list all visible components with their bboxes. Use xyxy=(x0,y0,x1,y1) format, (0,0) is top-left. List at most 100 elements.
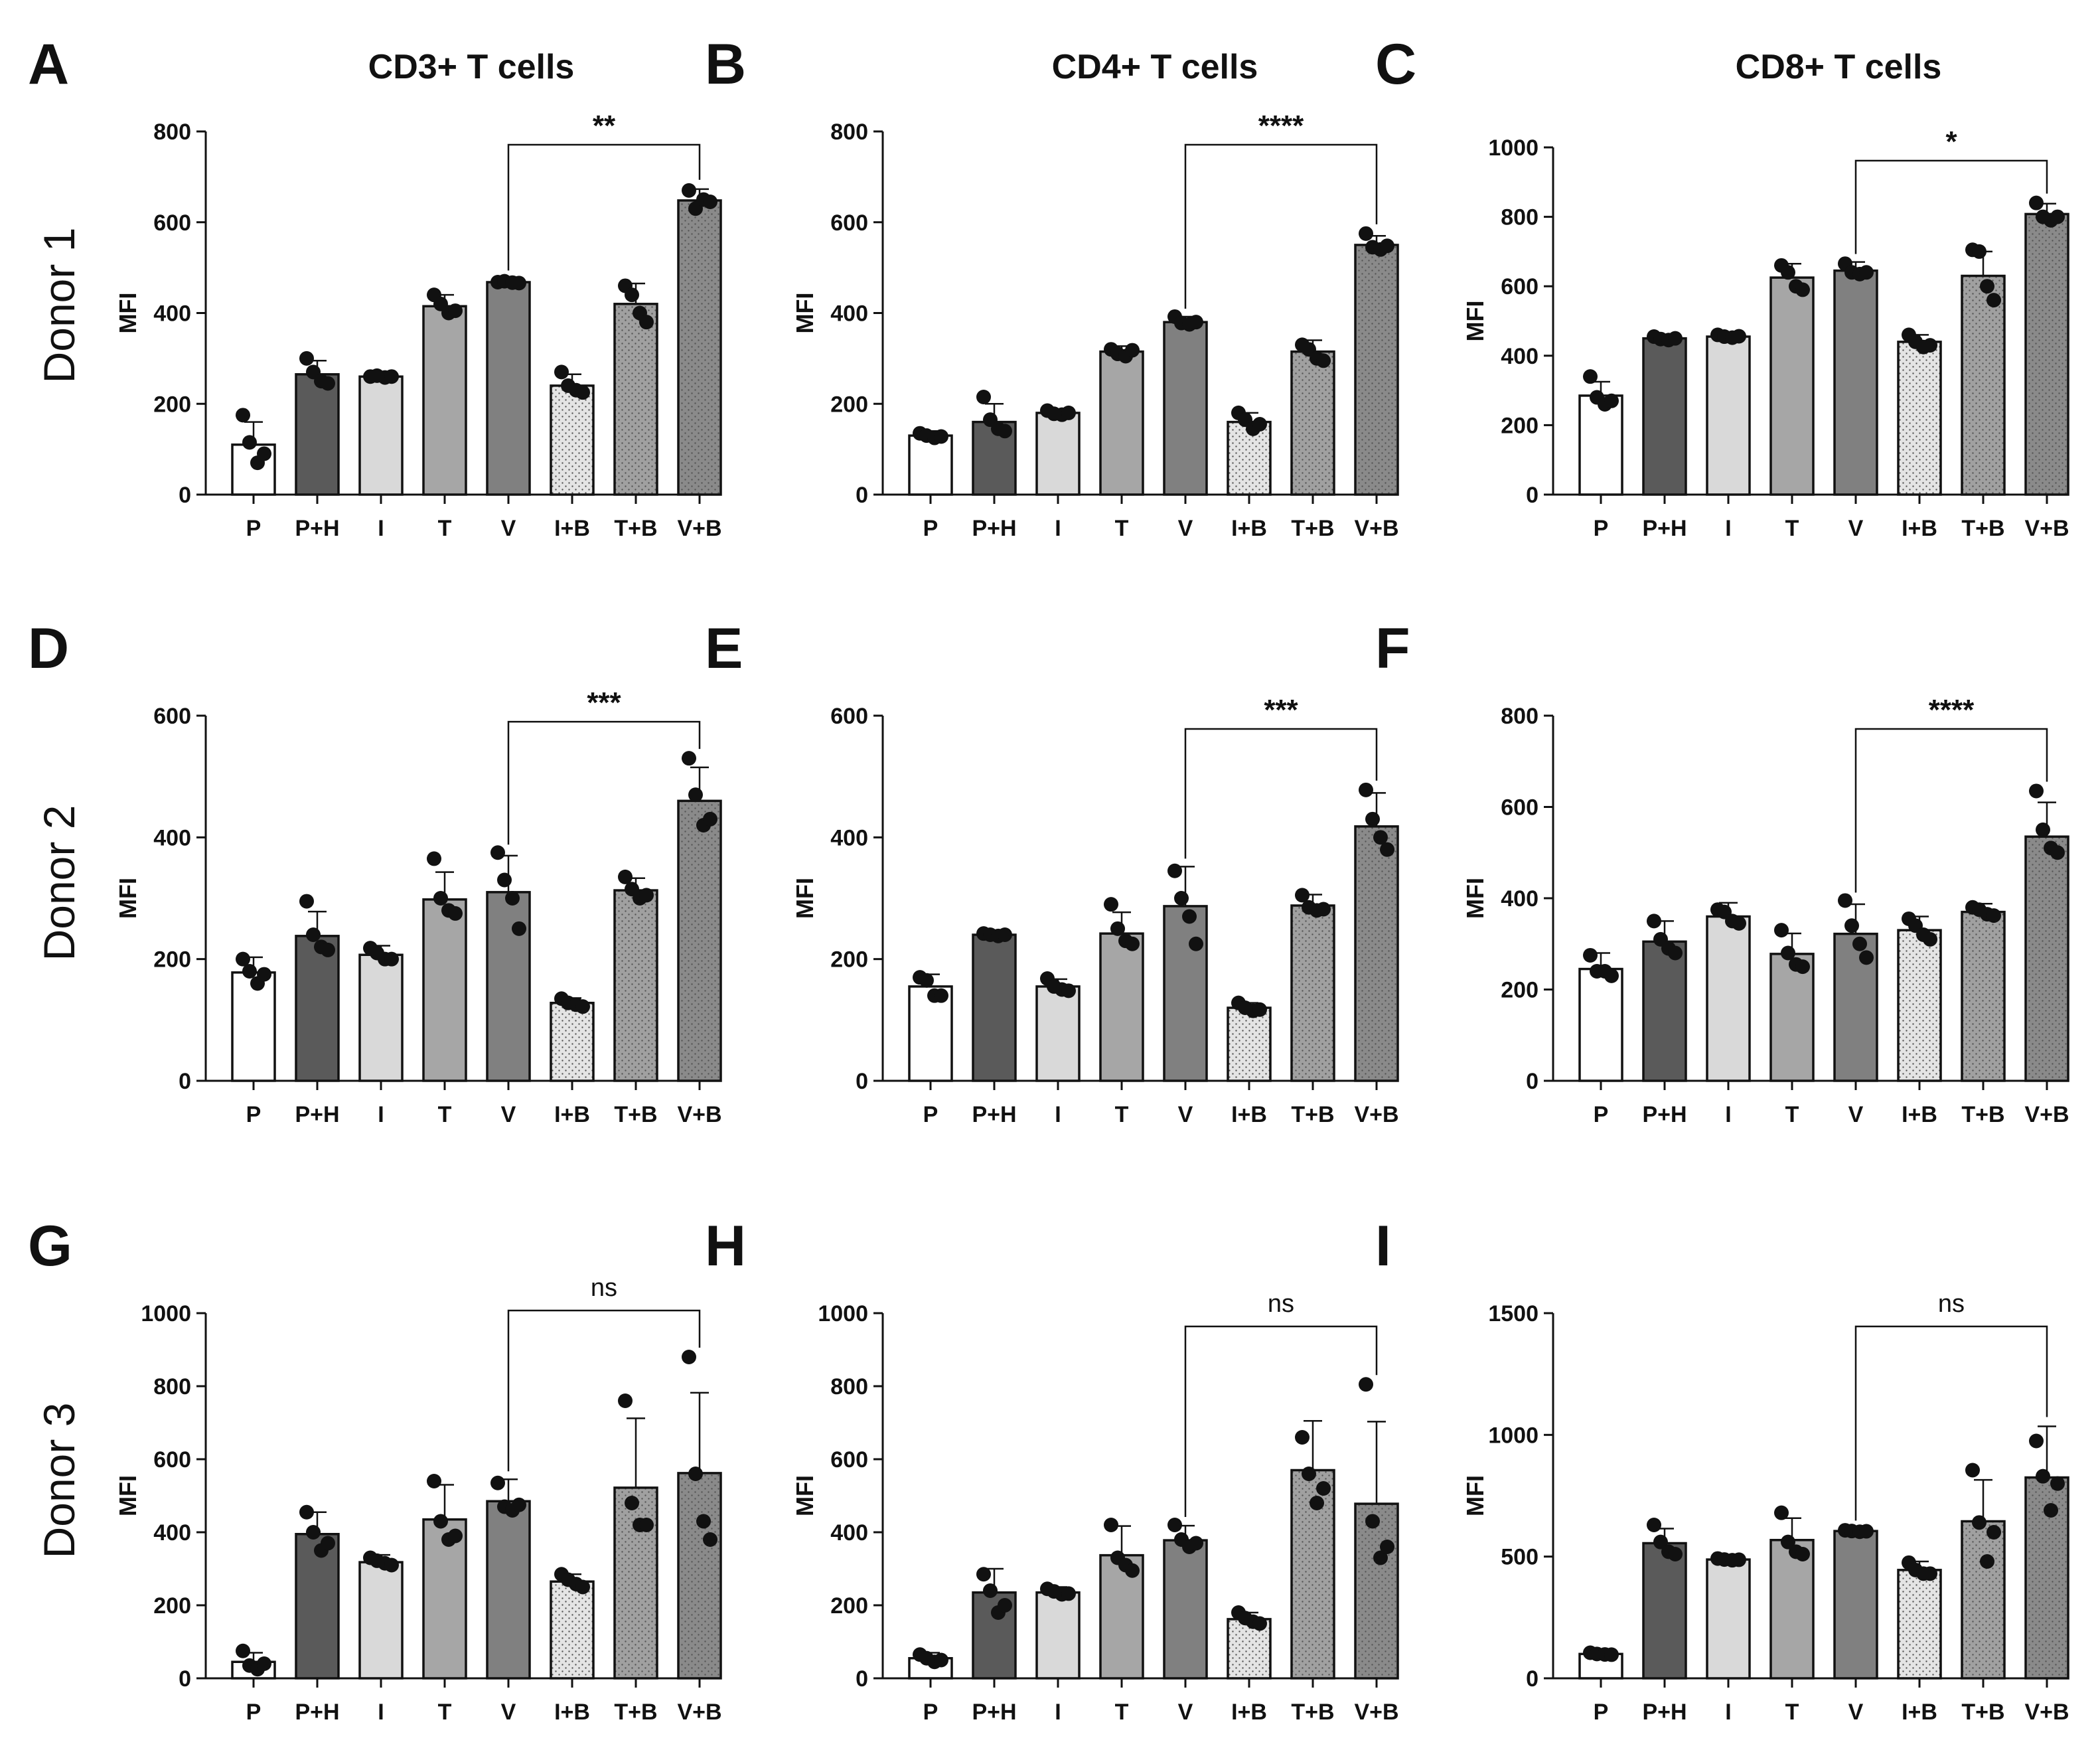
x-tick-label: I xyxy=(378,1700,384,1725)
data-point xyxy=(1732,1552,1746,1567)
data-point xyxy=(998,1598,1012,1613)
y-axis-label: MFI xyxy=(791,1475,818,1516)
y-tick-label: 200 xyxy=(153,947,191,973)
x-tick-label: V xyxy=(501,1102,516,1127)
bar-t xyxy=(1769,953,1815,1082)
y-tick-label: 1500 xyxy=(1488,1301,1538,1326)
x-tick-label: I xyxy=(1725,516,1731,541)
x-tick-label: V+B xyxy=(2024,1700,2069,1725)
panel-letter: D xyxy=(28,617,69,680)
y-tick-label: 400 xyxy=(153,825,191,850)
y-tick-label: 200 xyxy=(830,392,868,417)
data-point xyxy=(242,435,257,450)
bar-p-plus-h xyxy=(1642,940,1687,1082)
x-tick-label: I xyxy=(1725,1102,1731,1127)
data-point xyxy=(1316,902,1331,917)
data-point xyxy=(1316,353,1331,368)
data-point xyxy=(306,927,321,942)
significance-bracket xyxy=(1184,728,1378,859)
x-tick-label: P xyxy=(1594,1102,1609,1127)
x-tick-label: I xyxy=(1055,516,1061,541)
y-axis-label: MFI xyxy=(1462,301,1489,342)
x-tick-label: T xyxy=(1785,516,1799,541)
data-point xyxy=(1316,1481,1331,1496)
panel-a: A MFI 0 200 400 600 800 P P+H I T V I+B T+B V+B ** xyxy=(28,33,722,541)
x-tick-label: I xyxy=(1055,1102,1061,1127)
x-tick-label: I+B xyxy=(554,1102,590,1127)
data-point xyxy=(1923,338,1937,353)
bar-i xyxy=(1035,1591,1081,1680)
y-tick-label: 0 xyxy=(856,1666,868,1692)
bar-t-plus-b xyxy=(1961,910,2006,1082)
x-tick-label: V+B xyxy=(1354,1102,1398,1127)
data-point xyxy=(1125,343,1140,358)
bar-v-plus-b xyxy=(677,199,722,496)
x-tick-label: P+H xyxy=(1642,516,1687,541)
bar-i-plus-b xyxy=(550,384,595,496)
x-tick-label: V xyxy=(1848,1700,1864,1725)
data-point xyxy=(1668,1547,1683,1561)
x-tick-label: V+B xyxy=(1354,516,1398,541)
data-point xyxy=(384,369,399,384)
bar-i xyxy=(1035,412,1081,496)
data-point xyxy=(682,751,696,766)
data-point xyxy=(1189,936,1203,951)
data-point xyxy=(998,927,1012,942)
data-point xyxy=(1359,782,1373,797)
x-tick-label: I+B xyxy=(554,516,590,541)
x-tick-label: T+B xyxy=(1291,516,1334,541)
data-point xyxy=(1732,329,1746,344)
data-point xyxy=(1359,226,1373,241)
significance-label: ** xyxy=(593,110,616,142)
significance-label: **** xyxy=(1258,110,1304,142)
data-point xyxy=(934,988,948,1003)
data-point xyxy=(427,851,441,866)
bar-v-plus-b xyxy=(1354,1502,1399,1680)
x-tick-label: T+B xyxy=(614,1102,657,1127)
bar-i-plus-b xyxy=(550,1580,595,1680)
x-tick-label: P+H xyxy=(972,1102,1016,1127)
y-tick-label: 800 xyxy=(153,1374,191,1399)
data-point xyxy=(1061,405,1076,420)
data-point xyxy=(299,351,314,366)
x-tick-label: P xyxy=(1594,516,1609,541)
y-tick-label: 600 xyxy=(153,704,191,729)
significance-label: * xyxy=(1945,125,1957,158)
y-axis-label: MFI xyxy=(791,878,818,919)
x-tick-label: I+B xyxy=(1902,1102,1937,1127)
bar-v-plus-b xyxy=(1354,244,1399,496)
x-tick-label: I xyxy=(378,1102,384,1127)
y-axis-label: MFI xyxy=(114,1475,141,1516)
bar-v-plus-b xyxy=(677,1472,722,1680)
significance-label: *** xyxy=(1264,694,1298,726)
x-tick-label: T+B xyxy=(614,516,657,541)
data-point xyxy=(1373,1550,1388,1565)
data-point xyxy=(1252,1002,1267,1017)
data-point xyxy=(1252,1616,1267,1631)
data-point xyxy=(505,891,520,906)
data-point xyxy=(2050,845,2065,860)
data-point xyxy=(682,183,696,198)
y-tick-label: 0 xyxy=(856,1069,868,1094)
x-tick-label: I+B xyxy=(554,1700,590,1725)
y-tick-label: 1000 xyxy=(818,1301,868,1326)
bar-t-plus-b xyxy=(1290,904,1335,1082)
y-tick-label: 600 xyxy=(830,704,868,729)
x-tick-label: T xyxy=(438,1700,452,1725)
data-point xyxy=(1125,936,1140,951)
x-tick-label: V+B xyxy=(2024,516,2069,541)
x-tick-label: T+B xyxy=(1961,1102,2004,1127)
significance-bracket xyxy=(1184,143,1378,309)
y-tick-label: 0 xyxy=(1526,483,1538,508)
bar-t xyxy=(1099,932,1144,1082)
data-point xyxy=(1859,950,1874,965)
bar-i-plus-b xyxy=(550,1001,595,1082)
x-tick-label: P+H xyxy=(972,516,1016,541)
panel-letter: E xyxy=(705,617,743,680)
x-tick-label: I+B xyxy=(1902,516,1937,541)
x-tick-label: I+B xyxy=(1902,1700,1937,1725)
panel-letter: A xyxy=(28,33,69,96)
data-point xyxy=(1373,830,1388,845)
x-tick-label: T+B xyxy=(1291,1102,1334,1127)
x-tick-label: P xyxy=(246,516,262,541)
